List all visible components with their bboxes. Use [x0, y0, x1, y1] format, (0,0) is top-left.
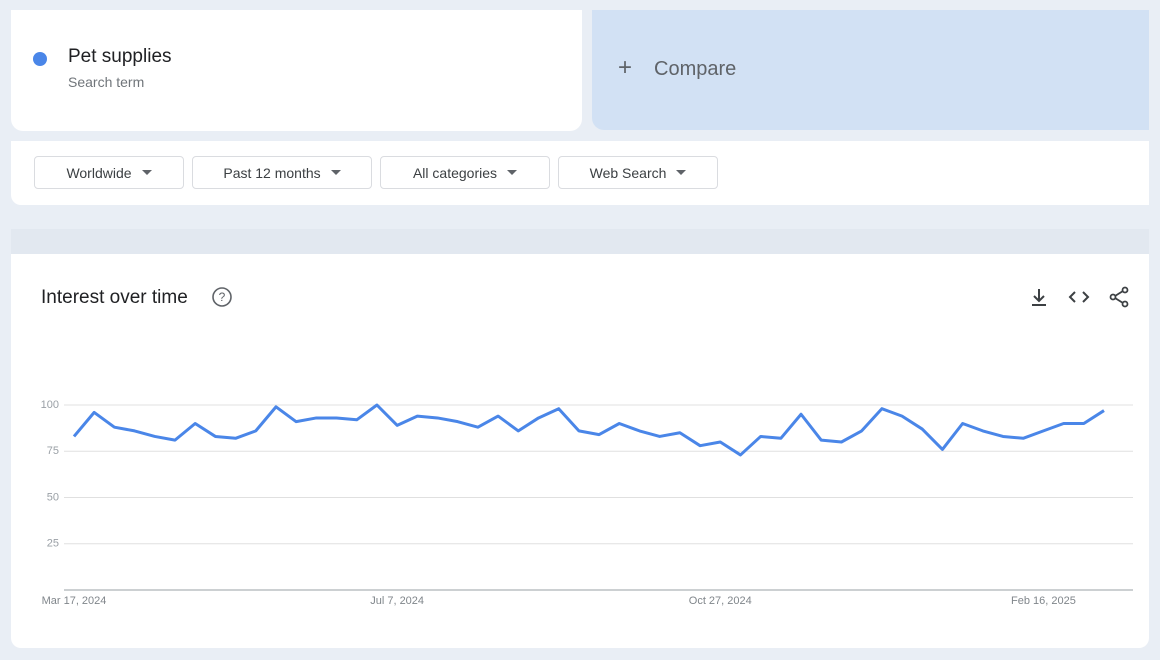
chart: Interest over time ? 25 50 75 100 Mar 17, 20… — [41, 286, 1133, 607]
filter[interactable]: Web Search — [558, 156, 718, 189]
x-tick-label: Feb 16, 2025 — [1011, 595, 1076, 607]
filter-label: Worldwide — [66, 164, 132, 181]
dropdown-arrow — [330, 170, 341, 175]
term-subtitle: Search term — [68, 74, 145, 90]
download-icon[interactable] — [1032, 289, 1046, 306]
y-tick-label: 25 — [47, 538, 59, 550]
chart-title: Interest over time — [41, 287, 188, 308]
filter[interactable]: Past 12 months — [192, 156, 372, 189]
filter[interactable]: Worldwide — [34, 156, 184, 189]
y-tick-label: 100 — [41, 399, 59, 411]
chart-card: Interest over time ? 25 50 75 100 Mar 17, 20… — [11, 254, 1149, 648]
x-tick-label: Oct 27, 2024 — [689, 595, 752, 607]
term-name: Pet supplies — [68, 46, 172, 67]
filter-label: All categories — [412, 164, 498, 181]
y-tick-label: 50 — [47, 491, 59, 503]
search-term-card[interactable]: Pet supplies Search term — [11, 10, 582, 131]
filter-label: Past 12 months — [223, 164, 321, 181]
help-icon[interactable]: ? — [212, 287, 232, 307]
x-tick-label: Mar 17, 2024 — [42, 595, 107, 607]
dropdown-arrow — [507, 170, 518, 175]
svg-text:?: ? — [219, 290, 226, 304]
filter[interactable]: All categories — [380, 156, 550, 189]
x-tick-label: Jul 7, 2024 — [370, 595, 424, 607]
dropdown-arrow — [141, 170, 152, 175]
plus-icon: + — [618, 54, 633, 81]
compare-button[interactable]: + Compare — [592, 10, 1149, 130]
compare-label: Compare — [654, 58, 737, 80]
filter-label: Web Search — [589, 164, 667, 181]
embed-icon[interactable] — [1068, 291, 1090, 303]
separator — [11, 229, 1149, 254]
y-tick-label: 75 — [47, 445, 59, 457]
filter-bar: Worldwide Past 12 months All categories … — [11, 141, 1149, 205]
series-dot — [33, 52, 47, 66]
series-line — [72, 403, 1105, 457]
share-icon[interactable] — [1109, 286, 1129, 308]
dropdown-arrow — [676, 170, 687, 175]
